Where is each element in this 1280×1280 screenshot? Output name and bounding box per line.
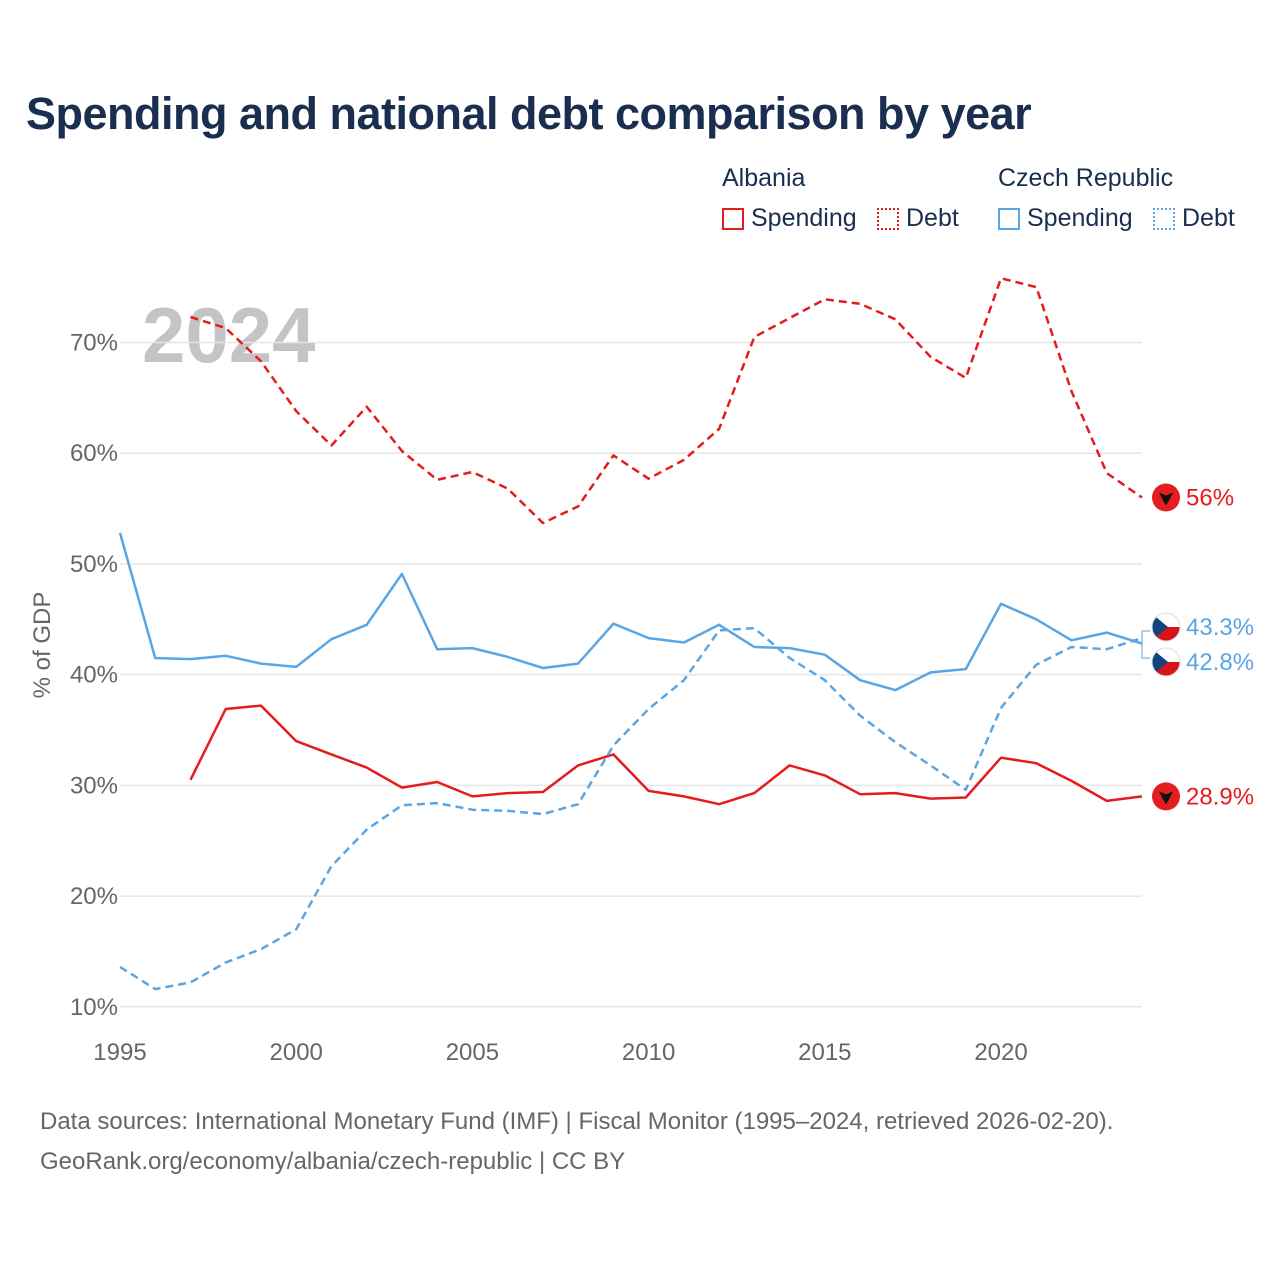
legend-title-czech: Czech Republic [998,164,1174,192]
y-tick-label: 30% [70,772,118,799]
czech-flag-border [1151,612,1181,642]
series-line-albania-spending [189,704,1143,806]
series-line-czech-republic-spending [118,532,1143,692]
y-tick-label: 20% [70,883,118,910]
legend-label-czech-spending: Spending [1027,204,1133,232]
legend-swatch-czech-debt [1153,207,1175,230]
legend-albania-spending[interactable]: Spending [722,204,857,233]
end-label-albania-debt: 56% [1186,485,1234,512]
y-axis-label: % of GDP [29,592,56,699]
eagle-icon [1159,791,1173,805]
x-tick-label: 2000 [270,1039,323,1066]
legend-label-albania-spending: Spending [751,204,857,232]
series-line-czech-republic-debt [119,626,1143,991]
end-marker-albania-debt [1152,483,1180,512]
end-marker-czech-republic-spending [1151,612,1181,642]
legend-title-albania: Albania [722,164,806,192]
chart-title: Spending and national debt comparison by… [26,88,1032,139]
eagle-icon [1159,492,1173,506]
x-tick-label: 2005 [446,1039,499,1066]
end-label-czech-republic-debt: 42.8% [1186,649,1254,676]
end-marker-albania-spending [1152,782,1180,811]
legend-czech-spending[interactable]: Spending [998,204,1133,233]
legend-swatch-czech-spending [998,207,1020,230]
legend-label-czech-debt: Debt [1182,204,1235,232]
czech-flag-border [1151,647,1181,677]
legend-label-albania-debt: Debt [906,204,959,232]
connector-czech-debt [1141,638,1150,659]
legend-swatch-albania-debt [877,207,899,230]
legend-albania-debt[interactable]: Debt [877,204,959,233]
x-tick-label: 2020 [974,1039,1027,1066]
end-label-czech-republic-spending: 43.3% [1186,614,1254,641]
end-label-albania-spending: 28.9% [1186,783,1254,810]
x-tick-label: 2015 [798,1039,851,1066]
y-tick-label: 40% [70,662,118,689]
x-tick-label: 2010 [622,1039,675,1066]
x-tick-label: 1995 [93,1039,146,1066]
y-tick-label: 10% [70,994,118,1021]
y-tick-label: 50% [70,551,118,578]
y-tick-label: 70% [70,330,118,357]
footer-license: GeoRank.org/economy/albania/czech-republ… [40,1148,626,1175]
footer-sources: Data sources: International Monetary Fun… [40,1108,1114,1135]
y-tick-label: 60% [70,440,118,467]
year-watermark: 2024 [142,291,316,379]
legend-czech-debt[interactable]: Debt [1153,204,1235,233]
czech-flag-triangle [1151,617,1168,637]
legend-swatch-albania-spending [722,207,744,230]
line-chart: 2024 10% 20% 30% 40% 50% 60% 70% 1995 2000 2005 201… [29,277,1254,1066]
end-marker-czech-republic-debt [1151,647,1181,677]
series-line-albania-debt [190,277,1143,525]
connector-czech-spending [1141,630,1150,644]
czech-flag-triangle [1151,652,1168,672]
